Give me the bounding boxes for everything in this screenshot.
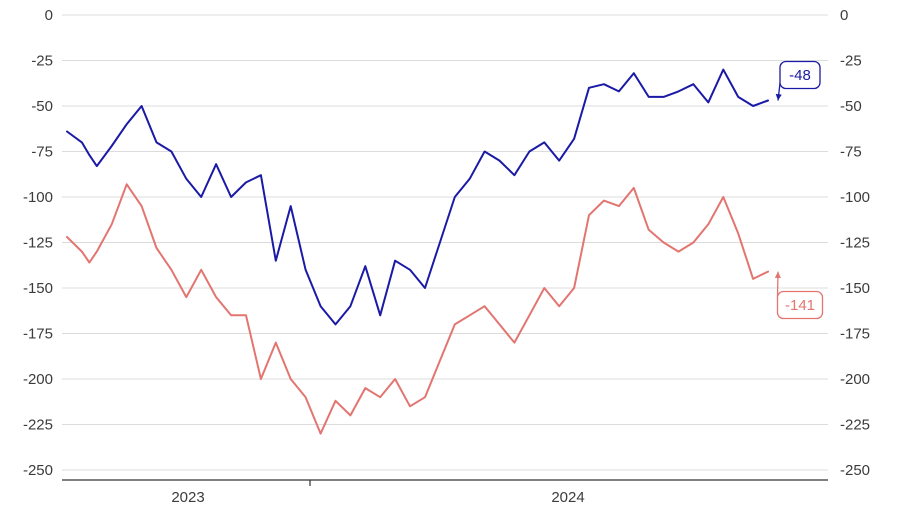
label-arrowhead	[775, 93, 782, 101]
y-tick-label-right: -200	[840, 371, 870, 388]
y-tick-label-right: -175	[840, 326, 870, 343]
x-tick-label: 2023	[171, 489, 204, 506]
y-tick-label-left: -200	[23, 371, 53, 388]
end-label-box	[779, 60, 821, 90]
y-tick-label-right: -75	[840, 144, 862, 161]
end-label-box	[776, 290, 824, 320]
y-tick-label-left: -150	[23, 280, 53, 297]
y-tick-label-right: -150	[840, 280, 870, 297]
end-label: -48	[789, 67, 811, 84]
y-tick-label-right: -250	[840, 462, 870, 479]
y-tick-label-right: -225	[840, 417, 870, 434]
label-arrowhead	[774, 271, 781, 278]
y-tick-label-left: 0	[45, 7, 53, 24]
series-line	[66, 68, 769, 326]
y-tick-label-left: -100	[23, 189, 53, 206]
y-tick-label-right: -25	[840, 53, 862, 70]
y-tick-label-left: -225	[23, 417, 53, 434]
x-tick-label: 2024	[551, 489, 584, 506]
y-tick-label-left: -125	[23, 235, 53, 252]
gridlines	[62, 14, 828, 471]
y-tick-label-right: -100	[840, 189, 870, 206]
y-tick-label-left: -25	[31, 53, 53, 70]
end-label: -141	[785, 297, 815, 314]
y-tick-label-left: -250	[23, 462, 53, 479]
series-group	[66, 68, 769, 435]
y-tick-label-right: -50	[840, 98, 862, 115]
y-tick-label-left: -175	[23, 326, 53, 343]
y-tick-label-left: -50	[31, 98, 53, 115]
y-tick-label-left: -75	[31, 144, 53, 161]
end-labels: -48 -141	[774, 60, 824, 320]
y-axis-left: 0 -25 -50 -75 -100 -125 -150 -175 -200 -225 -250	[23, 7, 53, 479]
y-axis-right: 0 -25 -50 -75 -100 -125 -150 -175 -200 -225 -250	[840, 7, 870, 479]
y-tick-label-right: 0	[840, 7, 848, 24]
series-line	[66, 183, 769, 435]
x-axis: 2023 2024	[62, 479, 828, 506]
y-tick-label-right: -125	[840, 235, 870, 252]
